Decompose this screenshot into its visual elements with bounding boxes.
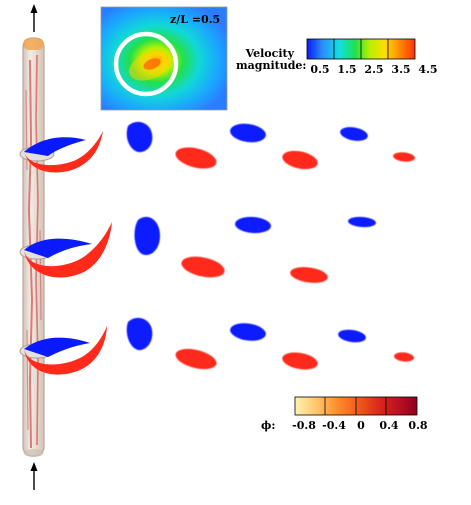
velocity-tick-label: 4.5	[418, 63, 438, 76]
velocity-tick-label: 1.5	[337, 63, 357, 76]
velocity-tick-label: 2.5	[364, 63, 384, 76]
velocity-legend-title-line1: Velocity	[245, 47, 294, 60]
negative-vortex	[348, 216, 376, 228]
phi-tick-label: 0.8	[408, 419, 428, 432]
velocity-colorbar	[306, 38, 416, 60]
negative-vortex	[126, 317, 153, 351]
negative-vortex	[230, 323, 266, 341]
velocity-legend-title-line2: magnitude:	[236, 59, 307, 72]
negative-vortex	[126, 121, 153, 153]
near-wake-sheet-top	[24, 131, 103, 173]
positive-vortex	[282, 352, 318, 370]
phi-legend-symbol: ϕ:	[261, 419, 276, 432]
negative-vortex	[235, 216, 271, 234]
positive-vortex	[393, 152, 415, 162]
phi-tick-label: -0.4	[322, 419, 346, 432]
velocity-legend-title: Velocity magnitude:	[236, 47, 307, 72]
negative-vortex	[134, 216, 160, 256]
phi-tick-label: -0.8	[292, 419, 316, 432]
positive-vortex	[175, 147, 217, 169]
positive-vortex	[175, 348, 217, 370]
near-wake-sheet-bottom	[24, 326, 107, 375]
inset-velocity-cross-section	[100, 6, 228, 111]
phi-colorbar	[294, 396, 418, 416]
vortex-row-2	[134, 216, 376, 283]
positive-vortex	[394, 352, 414, 362]
velocity-tick-label: 0.5	[310, 63, 330, 76]
negative-vortex	[230, 123, 266, 143]
positive-vortex	[181, 256, 225, 278]
negative-vortex	[340, 127, 368, 141]
vortex-row-1	[126, 121, 415, 170]
inset-pole-section	[113, 31, 179, 97]
near-wake-sheet-middle	[24, 222, 112, 278]
flow-arrow-bottom	[30, 462, 38, 490]
flow-arrow-top	[30, 4, 38, 32]
inset-title: z/L =0.5	[170, 13, 221, 26]
negative-vortex	[338, 329, 366, 343]
velocity-tick-label: 3.5	[391, 63, 411, 76]
vortex-row-3	[126, 317, 414, 370]
positive-vortex	[290, 267, 328, 283]
phi-tick-label: 0	[357, 419, 365, 432]
phi-tick-label: 0.4	[379, 419, 399, 432]
positive-vortex	[282, 150, 318, 170]
